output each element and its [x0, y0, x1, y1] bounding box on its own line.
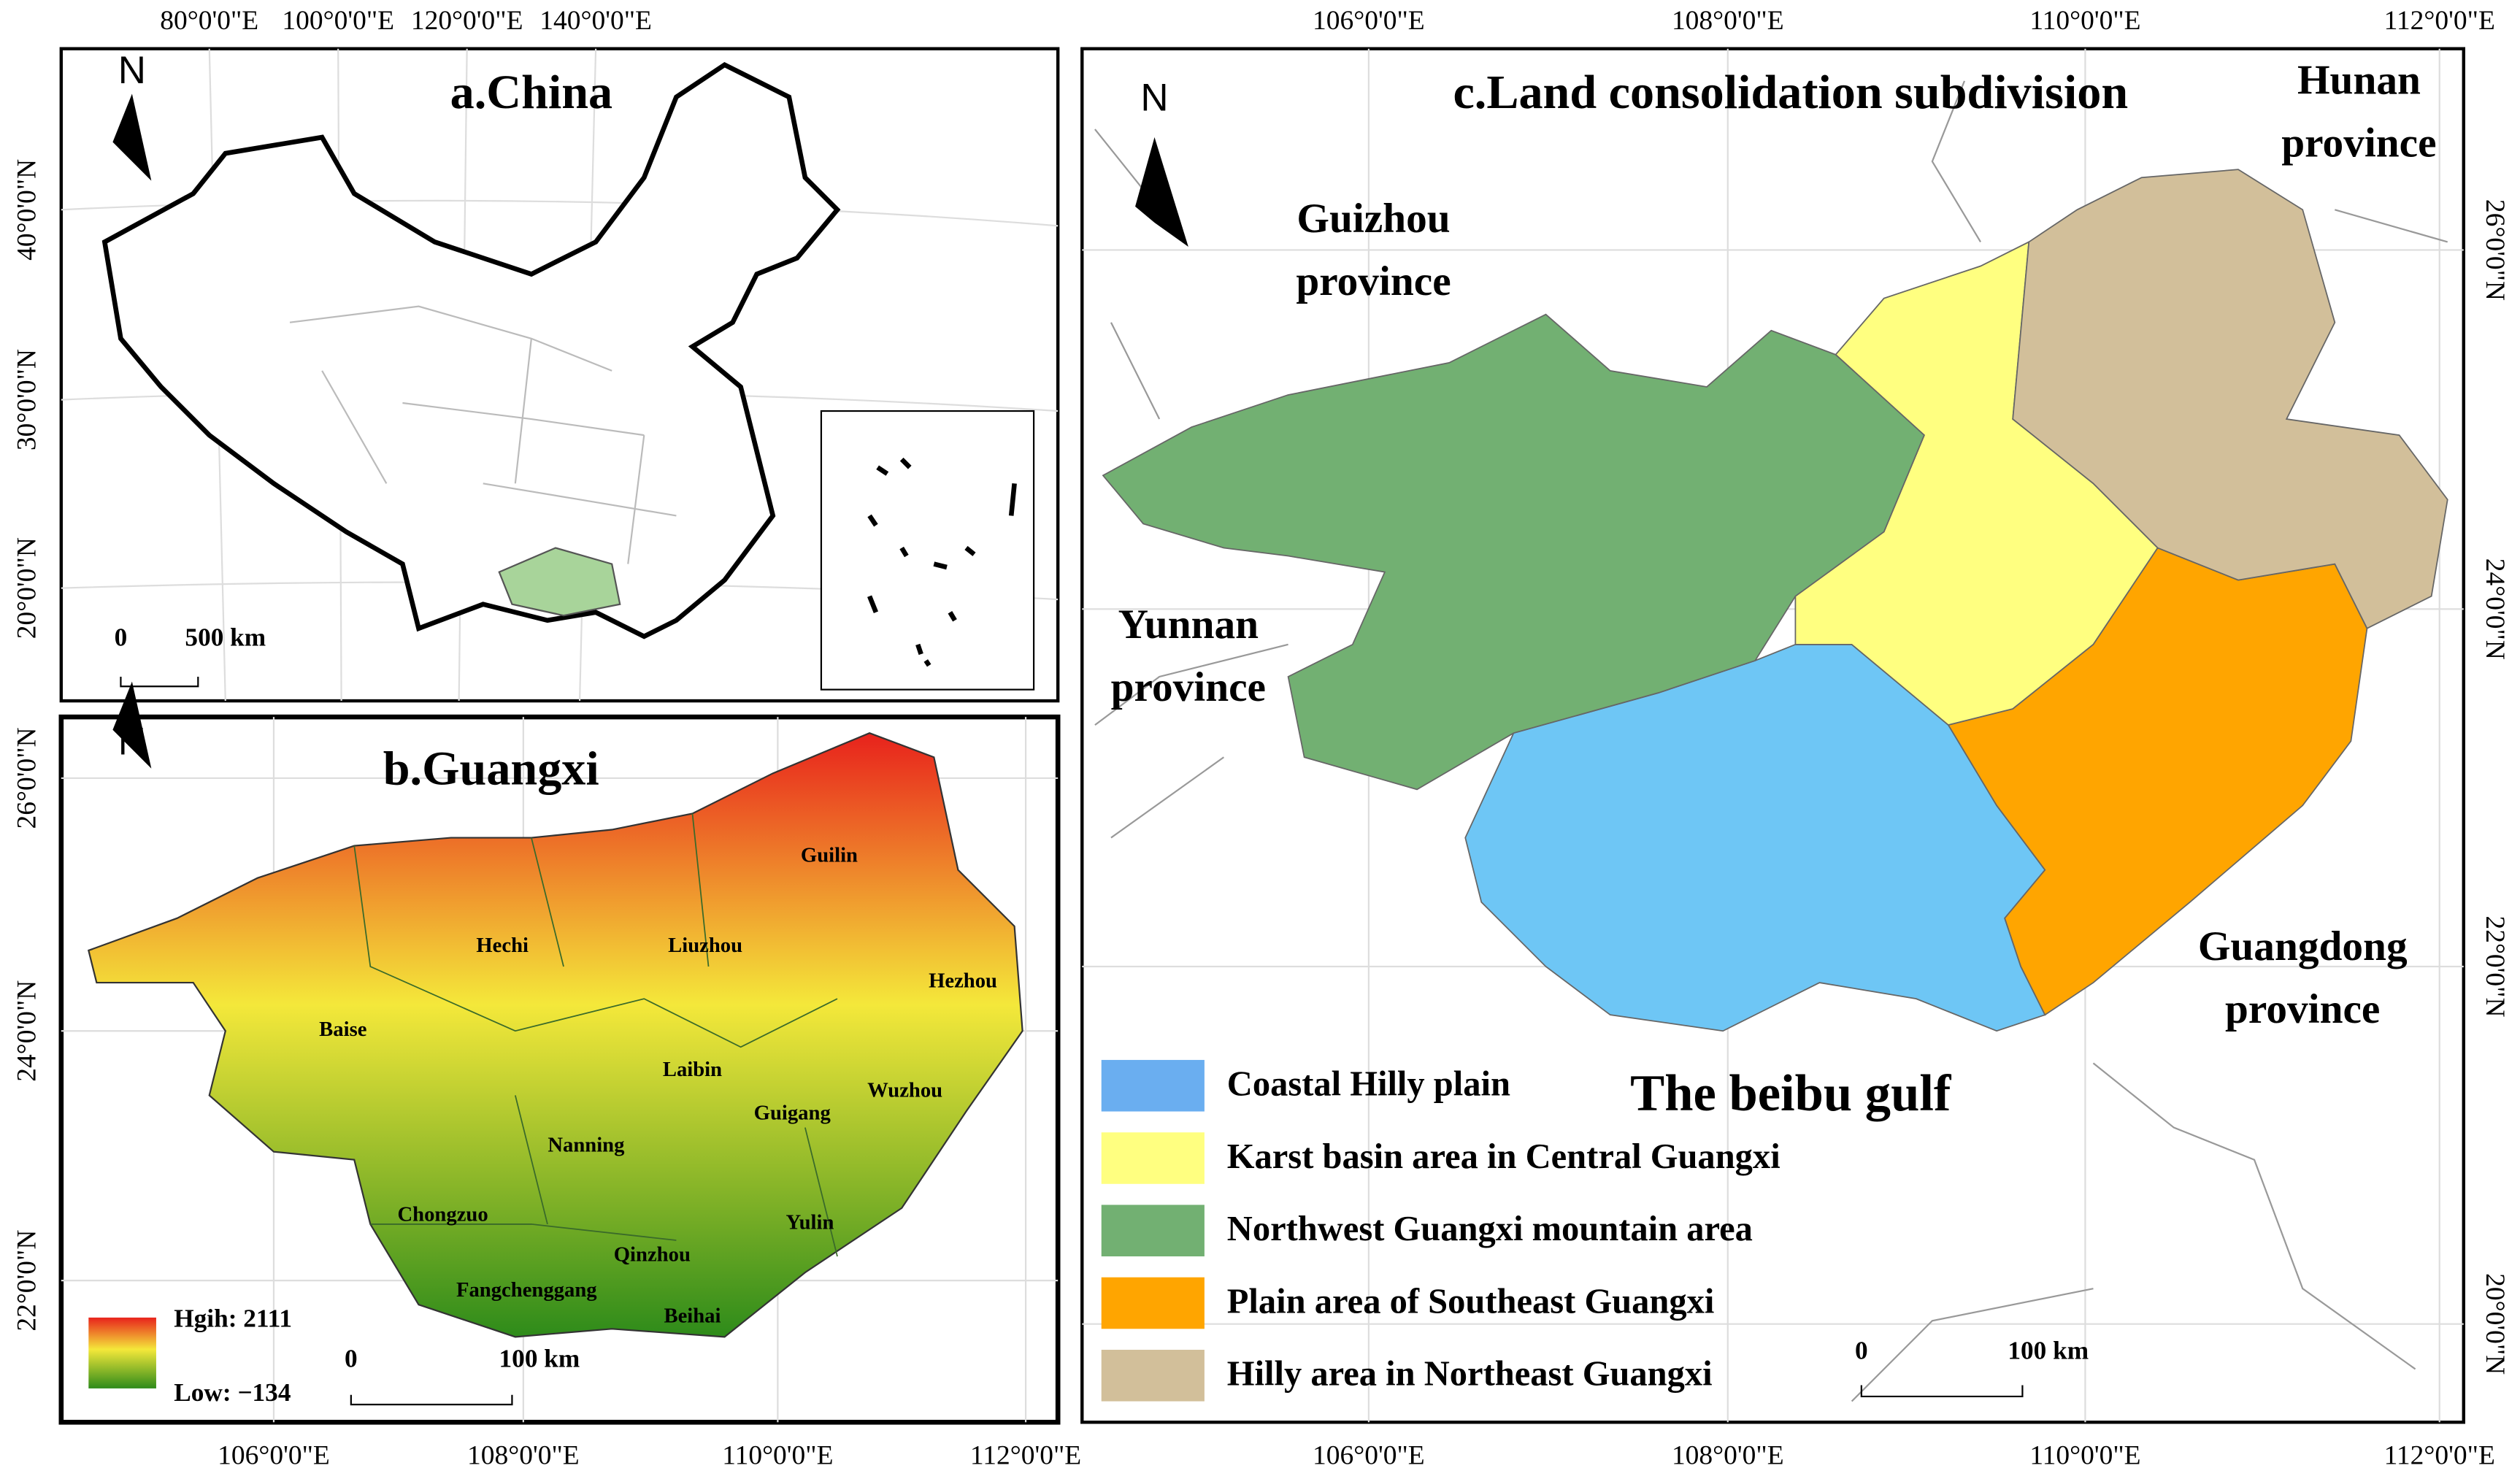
panel-frame: [1080, 47, 2466, 1424]
guangxi-dem: [88, 731, 1023, 1338]
scale-label: 0: [115, 623, 128, 651]
city-label: Beihai: [664, 1304, 721, 1327]
place-label: province: [2225, 986, 2380, 1032]
coordinate-tick: 22°0'0"N: [12, 1230, 42, 1332]
guangxi-highlight: [498, 547, 621, 617]
north-arrow: [112, 681, 152, 769]
city-label: Liuzhou: [668, 934, 742, 957]
legend-swatch: [1101, 1349, 1205, 1402]
city-label: Qinzhou: [614, 1243, 691, 1267]
place-label: province: [1111, 664, 1266, 710]
legend-label: Plain area of Southeast Guangxi: [1227, 1282, 1715, 1321]
city-label: Nanning: [548, 1134, 625, 1157]
coordinate-tick: 80°0'0"E: [160, 6, 258, 36]
coordinate-tick: 24°0'0"N: [12, 980, 42, 1082]
legend-swatch: [1101, 1277, 1205, 1329]
place-label: The beibu gulf: [1630, 1065, 1952, 1122]
city-label: Wuzhou: [867, 1079, 942, 1102]
coordinate-tick: 26°0'0"N: [2480, 199, 2510, 301]
coordinate-tick: 110°0'0"E: [2029, 6, 2140, 36]
coordinate-tick: 106°0'0"E: [1313, 1440, 1425, 1470]
city-label: Guigang: [754, 1102, 831, 1125]
north-arrow: [1135, 137, 1188, 247]
neighbor-borders: [1094, 80, 2448, 1402]
region: [1102, 313, 1925, 791]
scale-label: 0: [345, 1345, 358, 1373]
coordinate-tick: 100°0'0"E: [282, 6, 394, 36]
legend-swatch: [1101, 1205, 1205, 1257]
region: [2012, 169, 2448, 629]
city-label: Laibin: [663, 1058, 722, 1081]
coordinate-tick: 120°0'0"E: [411, 6, 523, 36]
coordinate-tick: 112°0'0"E: [970, 1440, 1081, 1470]
coordinate-tick: 140°0'0"E: [539, 6, 652, 36]
panel-title: c.Land consolidation subdivision: [1453, 66, 2128, 119]
north-label: N: [118, 721, 146, 764]
dem-legend: [88, 1317, 156, 1388]
city-label: Fangchenggang: [456, 1278, 597, 1302]
scale-bar: [1860, 1385, 2024, 1398]
panel-title: b.Guangxi: [383, 742, 599, 796]
panel-frame: [58, 714, 1061, 1425]
coordinate-tick: 110°0'0"E: [2029, 1440, 2140, 1470]
coordinate-tick: 30°0'0"N: [12, 349, 42, 450]
panel-frame: [59, 47, 1060, 703]
city-label: Hechi: [476, 934, 529, 957]
city-borders: [353, 813, 838, 1257]
coordinate-tick: 108°0'0"E: [1672, 1440, 1784, 1470]
coordinate-tick: 26°0'0"N: [12, 727, 42, 829]
place-label: Guangdong: [2198, 923, 2408, 969]
coordinate-tick: 24°0'0"N: [2480, 558, 2510, 660]
coordinate-tick: 22°0'0"N: [2480, 915, 2510, 1017]
coordinate-tick: 108°0'0"E: [1672, 6, 1784, 36]
coordinate-tick: 20°0'0"N: [12, 537, 42, 639]
coordinate-tick: 112°0'0"E: [2384, 1440, 2495, 1470]
province-borders: [289, 305, 677, 564]
dem-legend-label: Low: −134: [174, 1378, 291, 1407]
place-label: province: [2281, 120, 2436, 166]
north-arrow: [112, 93, 152, 181]
scale-label: 500 km: [185, 623, 266, 651]
city-label: Chongzuo: [397, 1202, 488, 1226]
legend-label: Hilly area in Northeast Guangxi: [1227, 1355, 1713, 1394]
place-label: Guizhou: [1297, 196, 1450, 242]
legend-label: Coastal Hilly plain: [1227, 1065, 1510, 1104]
city-label: Yulin: [786, 1211, 834, 1234]
dem-legend-label: Hgih: 2111: [174, 1304, 292, 1332]
china-outline: [101, 61, 841, 639]
panel-title: a.China: [450, 66, 612, 119]
coordinate-tick: 40°0'0"N: [12, 159, 42, 261]
city-label: Baise: [319, 1018, 366, 1041]
legend-label: Northwest Guangxi mountain area: [1227, 1210, 1753, 1248]
islands: [867, 457, 1017, 667]
scale-label: 0: [1855, 1336, 1868, 1364]
coordinate-tick: 106°0'0"E: [218, 1440, 330, 1470]
city-label: Hezhou: [929, 969, 997, 993]
coordinate-tick: 110°0'0"E: [722, 1440, 833, 1470]
place-label: province: [1296, 258, 1451, 304]
scale-bar: [120, 676, 199, 688]
scale-bar: [350, 1394, 513, 1406]
scale-label: 100 km: [2008, 1336, 2089, 1364]
inset-frame: [820, 410, 1035, 691]
coordinate-tick: 106°0'0"E: [1313, 6, 1425, 36]
legend-swatch: [1101, 1132, 1205, 1184]
coordinate-tick: 112°0'0"E: [2384, 6, 2495, 36]
coordinate-tick: 20°0'0"N: [2480, 1273, 2510, 1375]
north-label: N: [1140, 76, 1168, 119]
legend-label: Karst basin area in Central Guangxi: [1227, 1137, 1780, 1176]
north-label: N: [118, 49, 146, 92]
city-label: Guilin: [801, 844, 858, 867]
place-label: Hunan: [2297, 57, 2421, 103]
scale-label: 100 km: [499, 1345, 580, 1373]
legend-swatch: [1101, 1059, 1205, 1112]
coordinate-tick: 108°0'0"E: [467, 1440, 580, 1470]
place-label: Yunnan: [1118, 602, 1259, 648]
